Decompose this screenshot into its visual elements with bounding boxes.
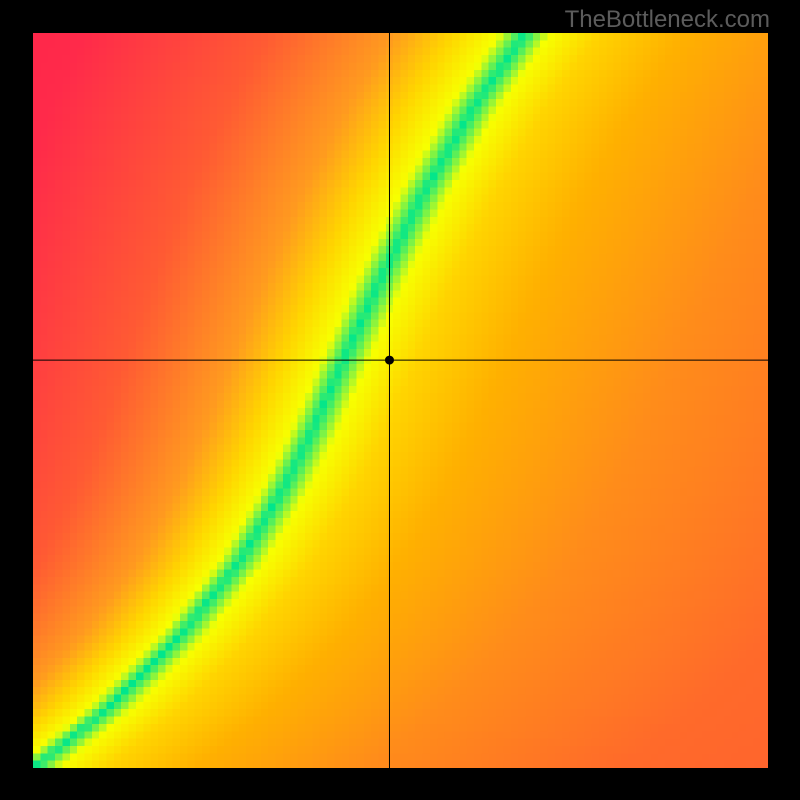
chart-container: TheBottleneck.com [0, 0, 800, 800]
bottleneck-heatmap [33, 33, 768, 768]
watermark-text: TheBottleneck.com [565, 6, 770, 34]
